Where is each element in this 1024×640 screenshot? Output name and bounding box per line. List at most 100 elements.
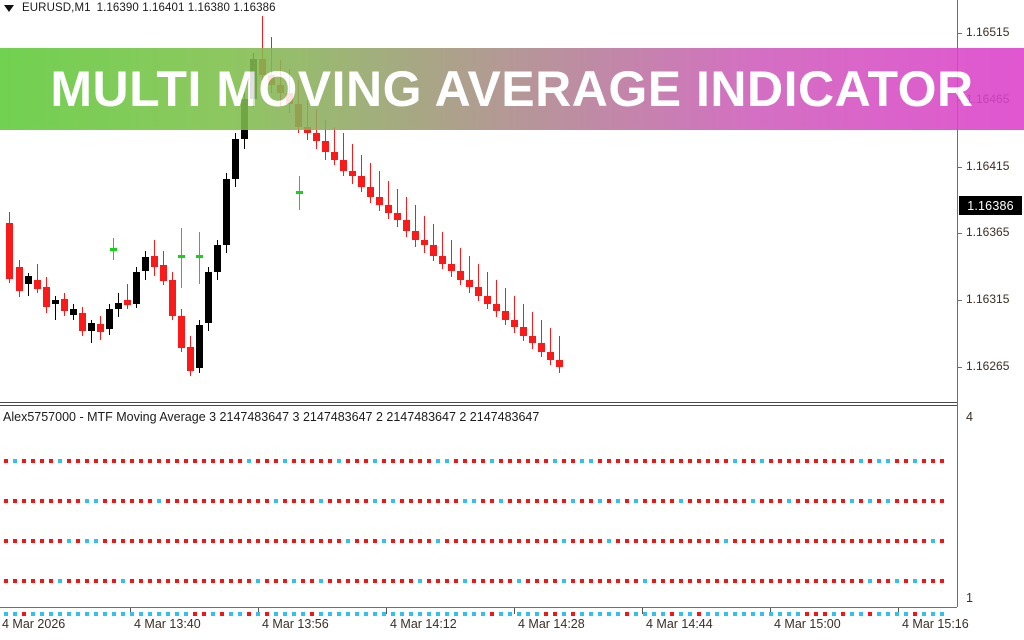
candle-wick: [424, 216, 425, 254]
candle-wick: [181, 228, 182, 288]
candle-body: [367, 186, 374, 198]
candle-body: [296, 191, 303, 195]
candle-body: [340, 160, 347, 171]
symbol-label: EURUSD,M1: [22, 2, 91, 14]
candle-body: [538, 342, 545, 352]
time-axis-tick: [386, 608, 387, 614]
candle-body: [52, 300, 59, 304]
indicator-name-label: Alex5757000 - MTF Moving Average 3 21474…: [3, 410, 540, 424]
price-scale-label: 1.16515: [966, 25, 1010, 40]
quote-bar: EURUSD,M1 1.16390 1.16401 1.16380 1.1638…: [0, 0, 1024, 16]
time-axis-label: 4 Mar 13:40: [134, 617, 201, 631]
price-scale-rule: [957, 0, 958, 607]
time-axis-tick: [514, 608, 515, 614]
current-price-tag: 1.16386: [959, 196, 1022, 216]
candle-wick: [451, 240, 452, 278]
candle-wick: [442, 232, 443, 270]
pane-divider-bottom: [0, 405, 957, 406]
candle-body: [178, 255, 185, 258]
candle-wick: [514, 296, 515, 334]
candle-wick: [325, 120, 326, 160]
candle-body: [475, 286, 482, 296]
moving-average-line: [0, 450, 944, 463]
candle-body: [133, 272, 140, 304]
time-axis-label: 4 Mar 2026: [2, 617, 66, 631]
candle-body: [331, 152, 338, 160]
candle-wick: [415, 205, 416, 247]
candle-body: [520, 326, 527, 336]
price-scale-tick: [957, 300, 962, 301]
candle-body: [70, 309, 77, 315]
candle-body: [178, 316, 185, 348]
candle-body: [403, 220, 410, 231]
candle-body: [196, 325, 203, 368]
candle-body: [115, 302, 122, 310]
candle-wick: [523, 304, 524, 342]
time-axis-tick: [642, 608, 643, 614]
candle-body: [556, 360, 563, 367]
candle-wick: [397, 189, 398, 227]
candle-wick: [487, 272, 488, 310]
candle-body: [511, 320, 518, 327]
pane-divider-top: [0, 402, 957, 403]
candle-body: [439, 256, 446, 264]
moving-average-line: [0, 530, 944, 543]
candle-body: [484, 296, 491, 304]
price-scale-tick: [957, 366, 962, 368]
time-axis-label: 4 Mar 14:12: [390, 617, 457, 631]
candle-body: [457, 270, 464, 280]
candle-wick: [91, 320, 92, 343]
candle-wick: [541, 320, 542, 358]
candle-body: [160, 265, 167, 282]
candle-body: [394, 213, 401, 220]
candle-wick: [478, 264, 479, 302]
candle-body: [110, 247, 117, 251]
candle-wick: [550, 328, 551, 366]
candle-body: [322, 141, 329, 152]
candle-wick: [352, 144, 353, 184]
candle-wick: [28, 273, 29, 296]
candle-body: [6, 222, 13, 279]
candle-body: [502, 310, 509, 320]
indicator-scale-label: 1: [966, 591, 973, 605]
candle-body: [196, 255, 203, 259]
indicator-scale-label: 4: [966, 410, 973, 424]
candle-body: [547, 352, 554, 360]
candle-body: [43, 286, 50, 307]
candle-body: [529, 336, 536, 343]
candle-body: [214, 245, 221, 272]
ohlc-values: 1.16390 1.16401 1.16380 1.16386: [96, 2, 276, 14]
candle-wick: [469, 256, 470, 294]
indicator-subwindow-pane[interactable]: [0, 406, 957, 607]
candle-wick: [127, 284, 128, 310]
candle-wick: [388, 181, 389, 219]
candle-body: [421, 240, 428, 246]
candle-body: [430, 245, 437, 256]
price-scale-label: 1.16315: [966, 292, 1010, 306]
candle-body: [385, 205, 392, 214]
chart-bottom-rule: [0, 607, 957, 608]
price-scale-tick: [957, 233, 962, 235]
candle-wick: [361, 154, 362, 192]
promo-banner: MULTI MOVING AVERAGE INDICATOR: [0, 48, 1024, 130]
price-scale-label: 1.16365: [966, 225, 1010, 240]
candle-wick: [496, 280, 497, 318]
time-axis-label: 4 Mar 14:44: [646, 617, 713, 631]
time-axis-label: 4 Mar 14:28: [518, 617, 585, 631]
candle-body: [16, 266, 23, 291]
candle-body: [187, 346, 194, 371]
candle-body: [169, 280, 176, 316]
candle-body: [61, 298, 68, 311]
candle-body: [34, 280, 41, 290]
candle-wick: [343, 133, 344, 176]
time-axis-label: 4 Mar 15:16: [902, 617, 969, 631]
candle-wick: [532, 312, 533, 350]
axis-dotted-line: [0, 603, 944, 616]
candle-wick: [370, 162, 371, 203]
candle-wick: [433, 224, 434, 262]
candle-wick: [460, 248, 461, 286]
time-axis-tick: [770, 608, 771, 614]
candle-body: [448, 264, 455, 271]
caret-down-icon[interactable]: [4, 4, 14, 12]
